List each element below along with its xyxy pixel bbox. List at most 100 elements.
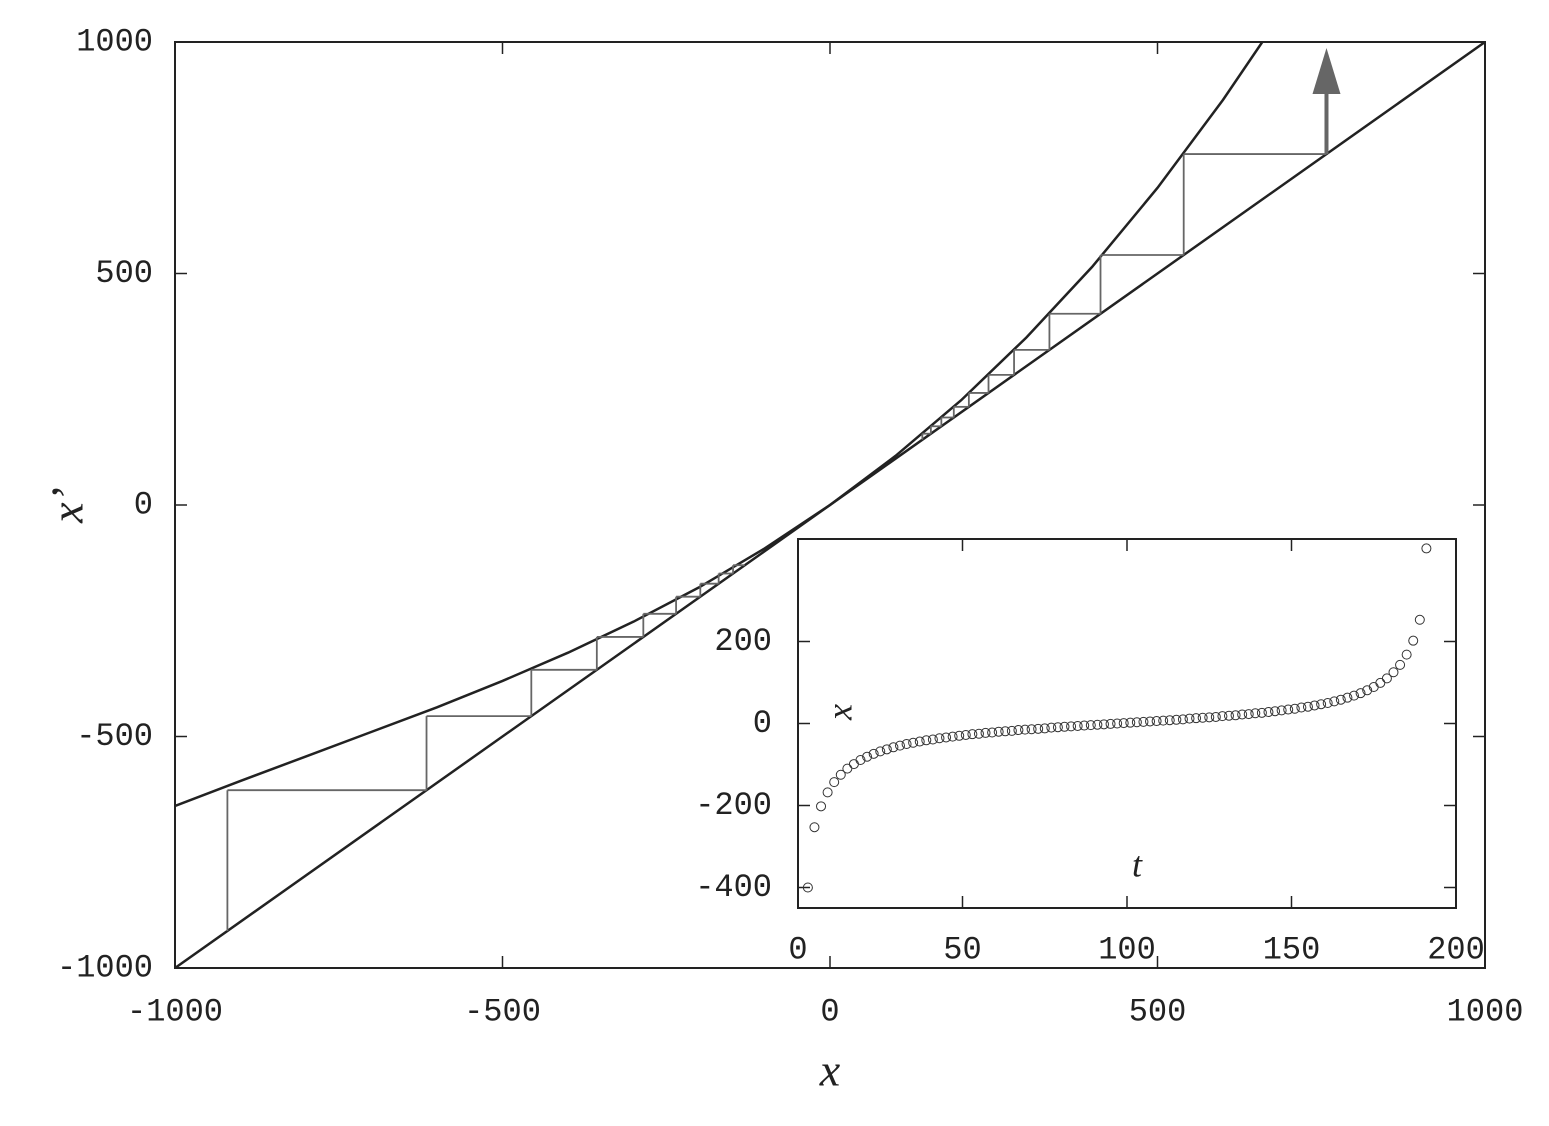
scatter-point (1322, 698, 1333, 708)
scatter-point (855, 754, 866, 765)
scatter-point (1408, 635, 1419, 646)
scatter-point (973, 728, 984, 739)
y-tick-label: 0 (753, 705, 772, 742)
scatter-point (1059, 721, 1070, 732)
scatter-point (921, 735, 932, 746)
x-tick-label: 150 (1263, 931, 1321, 968)
y-axis-label: x’ (42, 487, 93, 524)
scatter-point (1256, 707, 1267, 718)
scatter-point (822, 787, 833, 798)
scatter-point (1362, 685, 1373, 696)
scatter-point (1237, 709, 1248, 720)
scatter-point (993, 726, 1004, 737)
scatter-point (1270, 706, 1281, 717)
scatter-point (1151, 716, 1162, 727)
scatter-point (1204, 712, 1215, 723)
scatter-point (1079, 720, 1090, 731)
scatter-point (1230, 710, 1241, 721)
scatter-point (1243, 709, 1254, 720)
scatter-point (1250, 708, 1261, 719)
scatter-point (868, 748, 879, 759)
scatter-point (980, 727, 991, 738)
x-axis-label: x (819, 1045, 841, 1096)
scatter-point (829, 777, 840, 788)
scatter-point (1355, 688, 1366, 699)
y-tick-label: -500 (76, 718, 153, 755)
scatter-point (1388, 667, 1399, 678)
scatter-point (1020, 724, 1031, 735)
scatter-point (1131, 717, 1142, 728)
x-tick-label: -500 (464, 993, 541, 1030)
y-tick-label: -200 (695, 787, 772, 824)
scatter-point (1276, 705, 1287, 716)
scatter-point (954, 730, 965, 741)
scatter-point (1329, 696, 1340, 707)
scatter-point (967, 729, 978, 740)
scatter-point (1000, 726, 1011, 737)
scatter-point (1026, 724, 1037, 735)
scatter-point (1145, 716, 1156, 727)
scatter-point (1263, 707, 1274, 718)
scatter-point (809, 822, 820, 833)
scatter-point (1191, 713, 1202, 724)
scatter-point (1105, 718, 1116, 729)
scatter-point (862, 751, 873, 762)
x-tick-label: 50 (943, 931, 981, 968)
x-tick-label: 1000 (1447, 993, 1524, 1030)
x-tick-label: 0 (820, 993, 839, 1030)
scatter-point (1316, 699, 1327, 710)
scatter-point (1052, 722, 1063, 733)
scatter-point (1296, 702, 1307, 713)
scatter-point (1125, 717, 1136, 728)
scatter-point (802, 882, 813, 893)
scatter-point (1210, 711, 1221, 722)
scatter-point (934, 733, 945, 744)
y-tick-label: 200 (714, 623, 772, 660)
scatter-point (1158, 715, 1169, 726)
line-series (175, 42, 1485, 968)
scatter-point (1013, 725, 1024, 736)
x-tick-label: 0 (788, 931, 807, 968)
scatter-point (908, 737, 919, 748)
scatter-point (1197, 712, 1208, 723)
scatter-point (1223, 710, 1234, 721)
scatter-point (1302, 701, 1313, 712)
scatter-point (1098, 719, 1109, 730)
scatter-point (881, 744, 892, 755)
scatter-point (894, 740, 905, 751)
arrow-head (1312, 48, 1341, 95)
scatter-point (1171, 714, 1182, 725)
plot-area (175, 42, 1485, 968)
scatter-point (1309, 700, 1320, 711)
scatter-point (1046, 722, 1057, 733)
scatter-point (927, 734, 938, 745)
scatter-point (1414, 614, 1425, 625)
scatter-point (835, 769, 846, 780)
y-tick-label: 0 (134, 486, 153, 523)
scatter-point (1217, 711, 1228, 722)
scatter-point (1401, 649, 1412, 660)
scatter-point (1112, 718, 1123, 729)
scatter-point (901, 739, 912, 749)
y-tick-label: 500 (95, 255, 153, 292)
scatter-point (1092, 719, 1103, 730)
scatter-point (1184, 713, 1195, 724)
plot-frame (797, 538, 1457, 909)
scatter-point (1395, 659, 1406, 670)
scatter-point (1342, 692, 1353, 703)
scatter-point (1421, 543, 1432, 554)
scatter-point (960, 729, 971, 740)
y-tick-label: -400 (695, 869, 772, 906)
scatter-point (1164, 715, 1175, 726)
scatter-point (1118, 718, 1129, 729)
line-series (175, 42, 1264, 808)
scatter-point (1085, 720, 1096, 731)
scatter-point (816, 801, 827, 812)
x-tick-label: 100 (1098, 931, 1156, 968)
scatter-point (888, 742, 899, 753)
scatter-point (914, 736, 925, 747)
scatter-point (941, 732, 952, 743)
scatter-point (1349, 690, 1360, 701)
scatter-point (1039, 723, 1050, 734)
scatter-point (947, 731, 958, 742)
